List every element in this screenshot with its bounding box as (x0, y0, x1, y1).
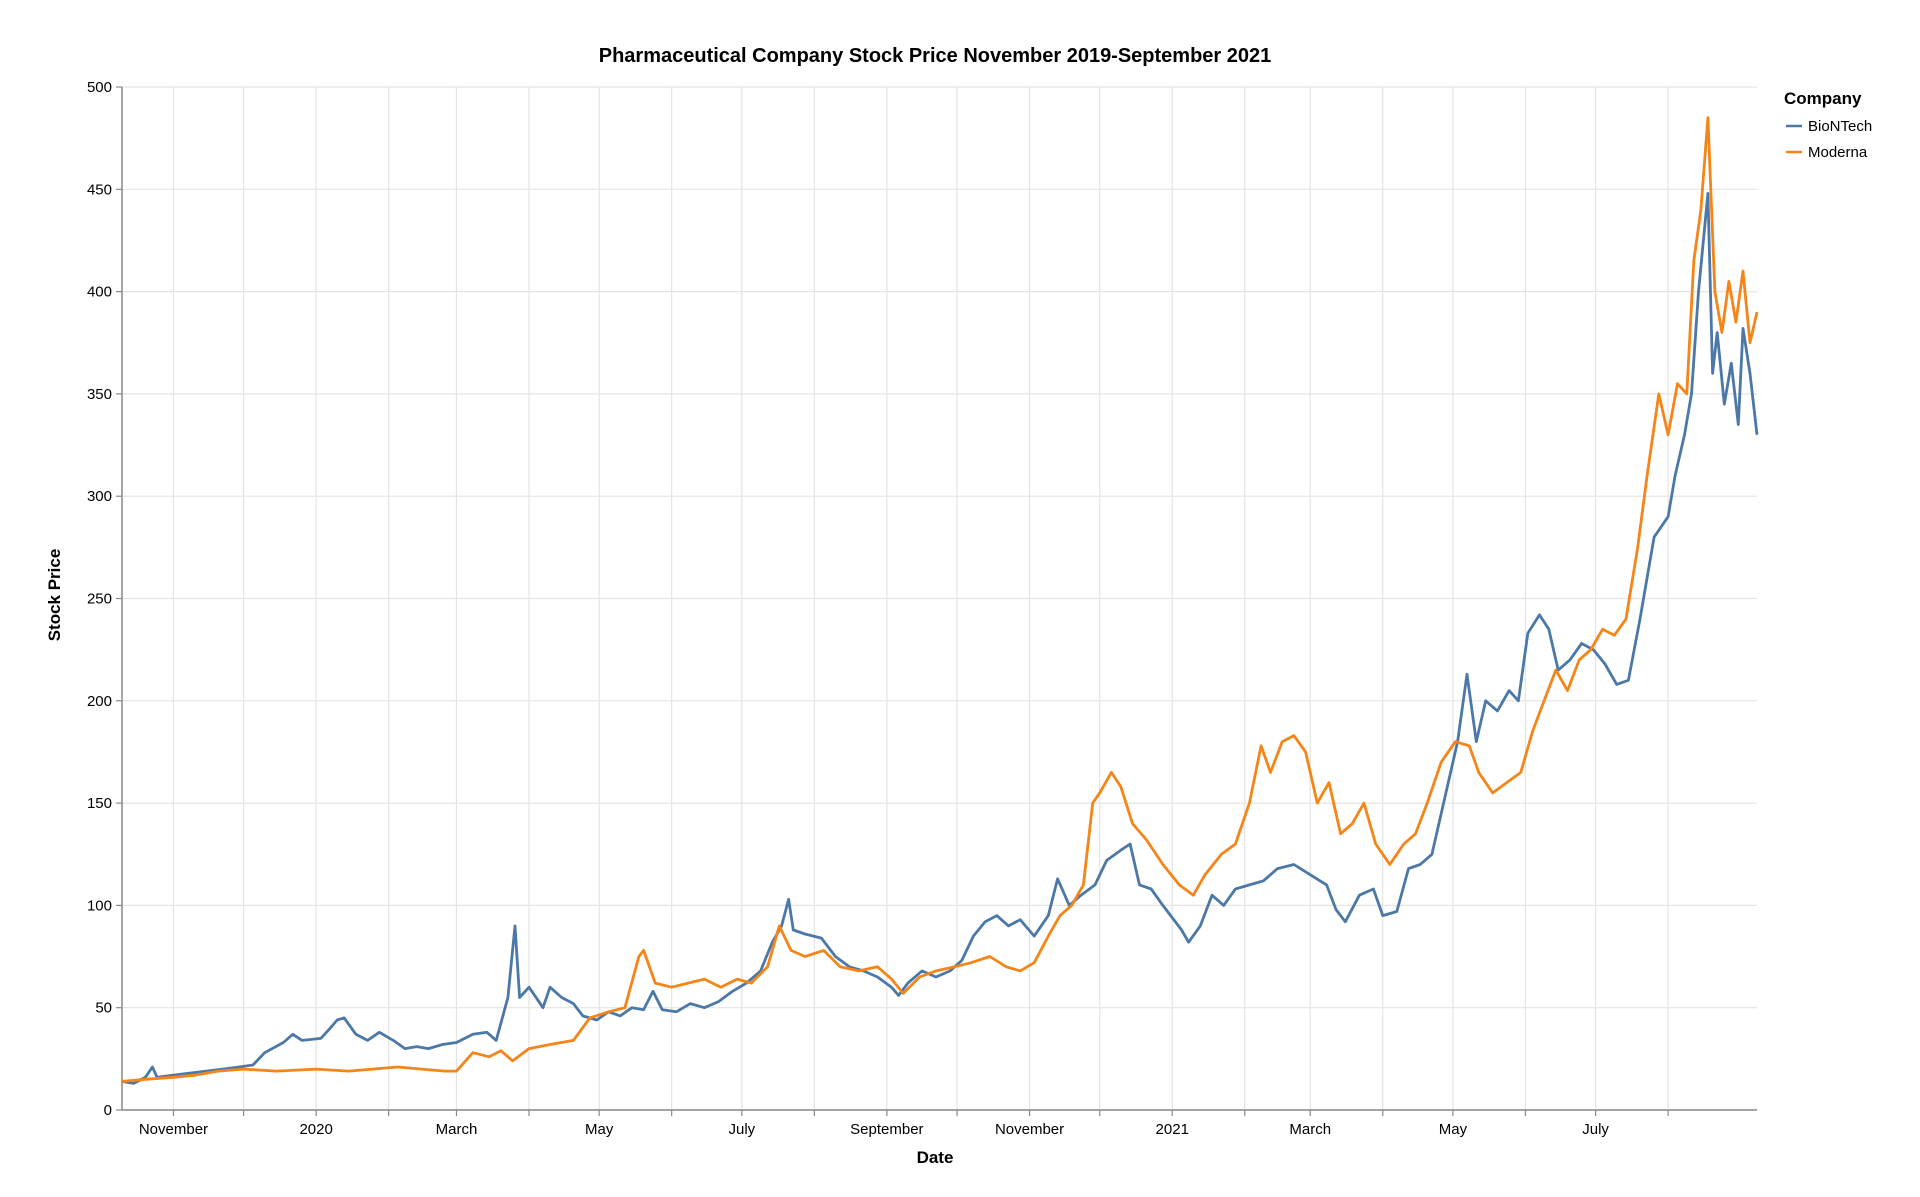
chart-title: Pharmaceutical Company Stock Price Novem… (599, 45, 1272, 67)
y-tick-label: 400 (87, 284, 112, 301)
y-tick-label: 450 (87, 181, 112, 198)
legend: Company BioNTech Moderna (1784, 89, 1872, 161)
y-tick-label: 350 (87, 386, 112, 403)
x-tick-label: March (1289, 1121, 1331, 1138)
y-tick-label: 500 (87, 79, 112, 96)
legend-title: Company (1784, 89, 1862, 108)
y-tick-label: 0 (104, 1102, 112, 1119)
y-tick-label: 150 (87, 795, 112, 812)
x-tick-label: May (1439, 1121, 1468, 1138)
y-tick-label: 300 (87, 488, 112, 505)
series-line-biontech (121, 192, 1759, 1085)
y-axis-title: Stock Price (45, 549, 64, 642)
x-tick-label: November (995, 1121, 1064, 1138)
legend-items: BioNTech Moderna (1786, 118, 1872, 161)
legend-label-moderna: Moderna (1808, 144, 1868, 161)
x-tick-label: July (729, 1121, 756, 1138)
x-tick-label: May (585, 1121, 614, 1138)
x-tick-label: 2020 (299, 1121, 332, 1138)
x-tick-label: November (139, 1121, 208, 1138)
y-axis-ticks: 0 50 100 150 200 250 300 350 400 450 500 (87, 79, 122, 1119)
y-tick-label: 200 (87, 693, 112, 710)
x-axis-title: Date (917, 1148, 954, 1167)
y-tick-label: 100 (87, 897, 112, 914)
y-tick-label: 50 (95, 1000, 112, 1017)
x-tick-label: March (436, 1121, 478, 1138)
x-tick-label: July (1582, 1121, 1609, 1138)
series-line-moderna (121, 116, 1759, 1083)
series-lines (121, 116, 1759, 1085)
x-tick-label: 2021 (1156, 1121, 1189, 1138)
y-tick-label: 250 (87, 591, 112, 608)
y-gridlines (122, 86, 1757, 1111)
x-tick-label: September (850, 1121, 923, 1138)
legend-label-biontech: BioNTech (1808, 118, 1872, 135)
x-axis-ticks: November 2020 March May July September Novembe… (139, 1110, 1669, 1138)
